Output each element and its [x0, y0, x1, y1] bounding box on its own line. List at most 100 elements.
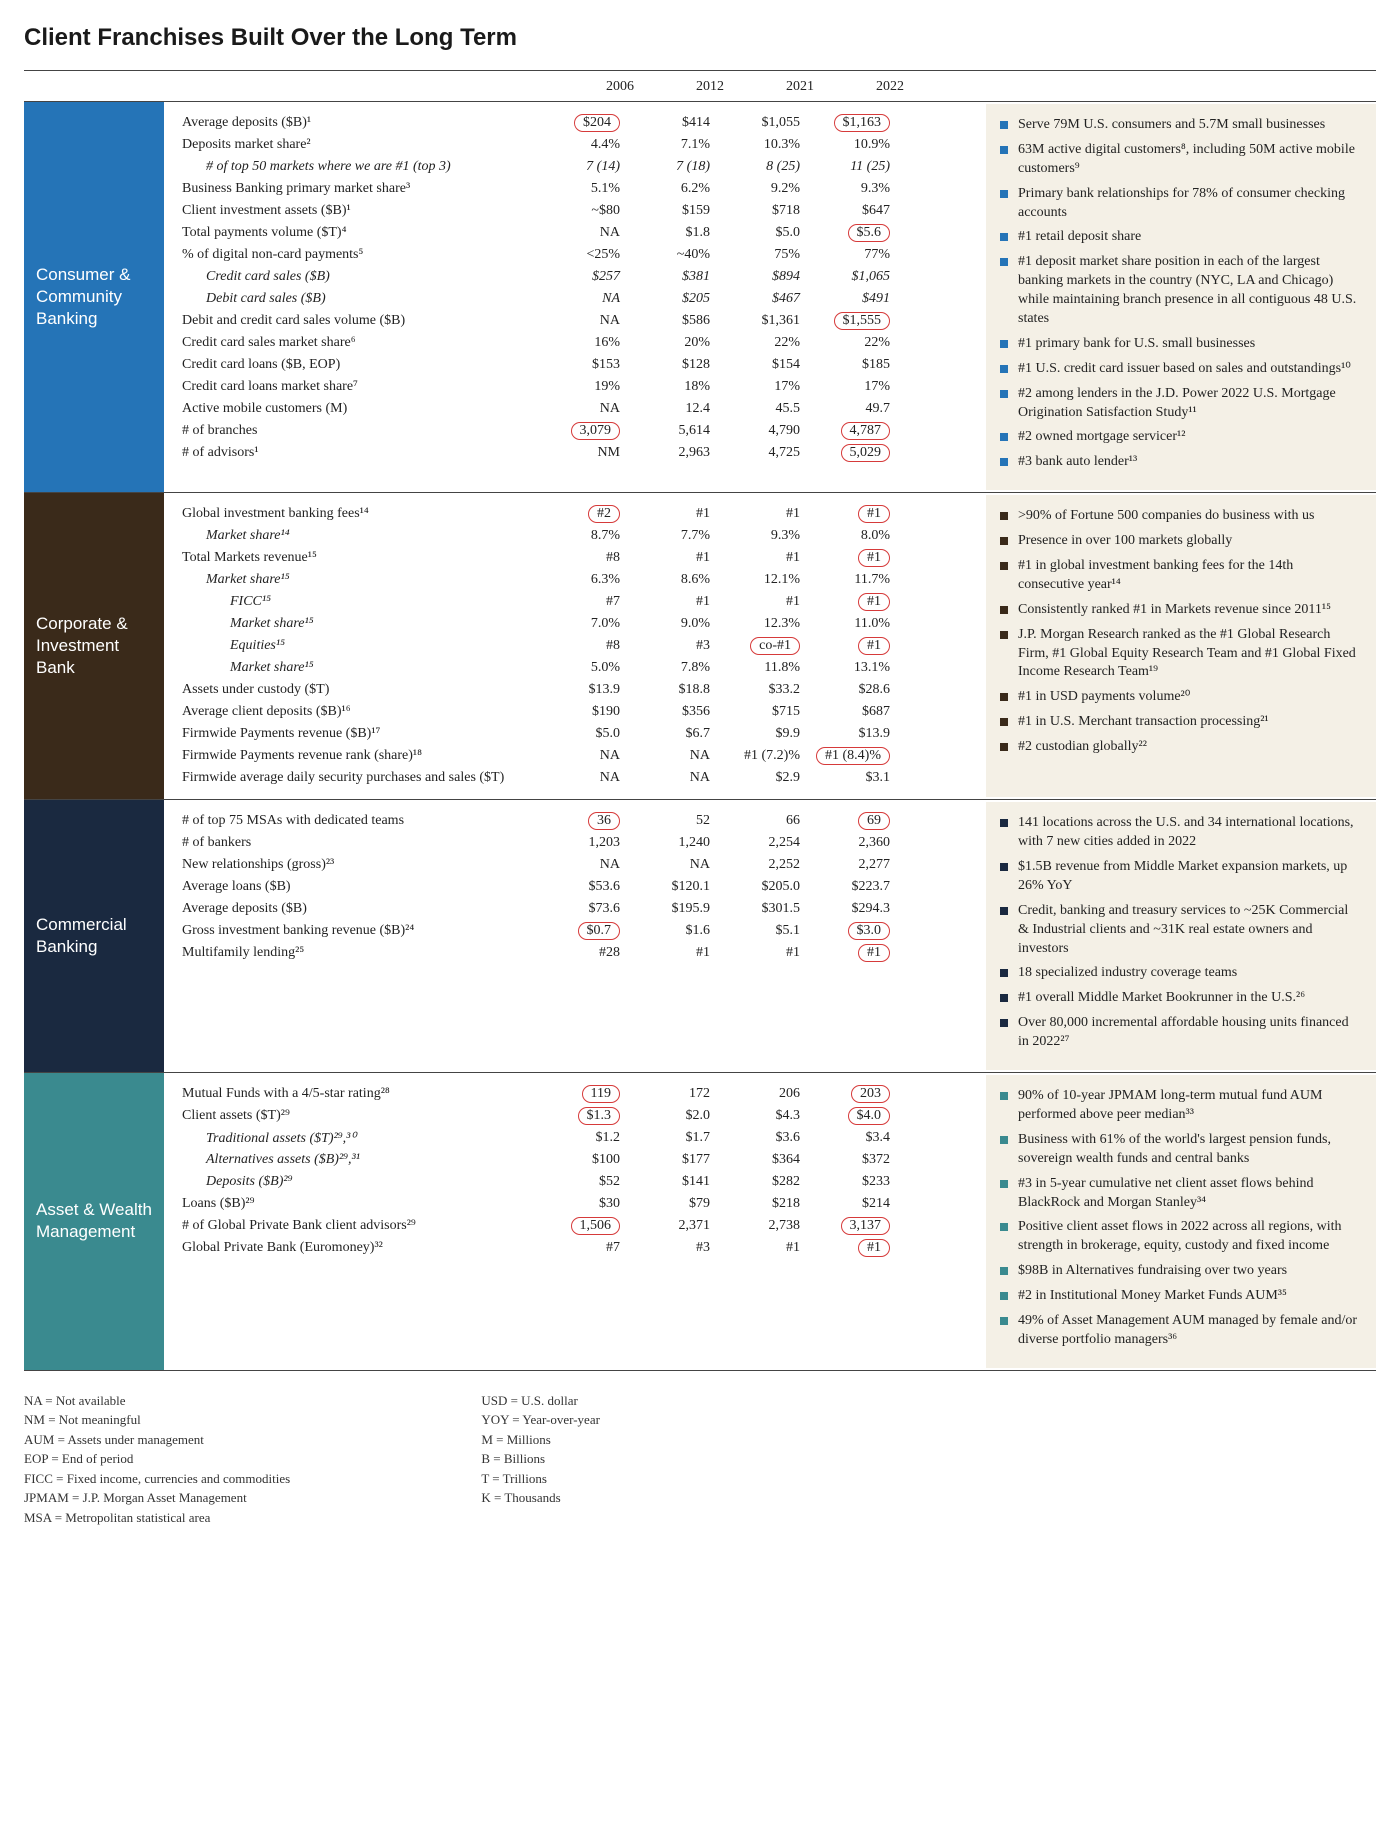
highlight-item: #1 retail deposit share	[1000, 228, 1362, 247]
metric-value: NA	[544, 747, 624, 765]
circled-value: $1,163	[834, 114, 891, 132]
metric-value: 6.3%	[544, 571, 624, 589]
metric-label: Firmwide Payments revenue rank (share)¹⁸	[182, 748, 534, 764]
metric-value: #1	[814, 548, 894, 568]
metric-value: 2,963	[634, 444, 714, 462]
metric-row: Gross investment banking revenue ($B)²⁴$…	[182, 920, 976, 942]
highlights-box: Serve 79M U.S. consumers and 5.7M small …	[986, 104, 1376, 490]
metric-row: Deposits ($B)²⁹$52$141$282$233	[182, 1171, 976, 1193]
metric-value: 13.1%	[814, 659, 894, 677]
metric-value: $364	[724, 1151, 804, 1169]
highlight-item: Primary bank relationships for 78% of co…	[1000, 185, 1362, 223]
section-label: Corporate & Investment Bank	[24, 493, 164, 799]
metric-value: 11.7%	[814, 571, 894, 589]
metric-label: Total Markets revenue¹⁵	[182, 550, 534, 566]
highlight-item: 141 locations across the U.S. and 34 int…	[1000, 814, 1362, 852]
metric-value: $0.7	[544, 921, 624, 941]
circled-value: $1,555	[834, 312, 891, 330]
metric-value: $214	[814, 1195, 894, 1213]
metric-value: $233	[814, 1173, 894, 1191]
metric-value: 2,254	[724, 834, 804, 852]
metric-label: Credit card loans market share⁷	[182, 379, 534, 395]
section-label: Commercial Banking	[24, 800, 164, 1072]
metric-value: 77%	[814, 246, 894, 264]
highlight-item: Positive client asset flows in 2022 acro…	[1000, 1218, 1362, 1256]
metric-value: ~$80	[544, 202, 624, 220]
metric-value: 16%	[544, 334, 624, 352]
metric-row: Firmwide average daily security purchase…	[182, 767, 976, 789]
circled-value: 1,506	[571, 1217, 621, 1235]
metrics-table: Mutual Funds with a 4/5-star rating²⁸119…	[164, 1073, 976, 1370]
metric-label: Firmwide Payments revenue ($B)¹⁷	[182, 726, 534, 742]
metric-label: Active mobile customers (M)	[182, 401, 534, 417]
metric-value: 19%	[544, 378, 624, 396]
metric-label: Average loans ($B)	[182, 879, 534, 895]
section-3: Asset & Wealth ManagementMutual Funds wi…	[24, 1073, 1376, 1371]
metric-value: $5.1	[724, 922, 804, 940]
metric-label: # of top 75 MSAs with dedicated teams	[182, 813, 534, 829]
metric-value: 4,787	[814, 421, 894, 441]
highlight-item: Serve 79M U.S. consumers and 5.7M small …	[1000, 116, 1362, 135]
metric-label: Average client deposits ($B)¹⁶	[182, 704, 534, 720]
metric-value: #1	[634, 505, 714, 523]
metric-value: $205.0	[724, 878, 804, 896]
metric-value: 172	[634, 1085, 714, 1103]
metric-value: $18.8	[634, 681, 714, 699]
circled-value: #1	[858, 637, 890, 655]
metric-row: Client assets ($T)²⁹$1.3$2.0$4.3$4.0	[182, 1105, 976, 1127]
highlight-item: Over 80,000 incremental affordable housi…	[1000, 1014, 1362, 1052]
highlight-item: #1 in global investment banking fees for…	[1000, 557, 1362, 595]
metric-label: Equities¹⁵	[182, 638, 534, 654]
metric-value: 5.0%	[544, 659, 624, 677]
metric-value: $294.3	[814, 900, 894, 918]
circled-value: #1	[858, 549, 890, 567]
metric-row: Traditional assets ($T)²⁹,³⁰$1.2$1.7$3.6…	[182, 1127, 976, 1149]
metric-value: 36	[544, 811, 624, 831]
metric-value: 9.0%	[634, 615, 714, 633]
metric-value: 20%	[634, 334, 714, 352]
metric-row: Debit card sales ($B)NA$205$467$491	[182, 288, 976, 310]
metric-value: $1,163	[814, 113, 894, 133]
metric-value: $414	[634, 114, 714, 132]
metric-value: $1.8	[634, 224, 714, 242]
metric-value: NA	[544, 290, 624, 308]
metric-value: 22%	[724, 334, 804, 352]
metric-value: $4.3	[724, 1107, 804, 1125]
metric-value: 10.3%	[724, 136, 804, 154]
metric-value: 5,029	[814, 443, 894, 463]
circled-value: 36	[588, 812, 620, 830]
metric-row: # of top 75 MSAs with dedicated teams365…	[182, 810, 976, 832]
metric-value: #1	[814, 504, 894, 524]
page-title: Client Franchises Built Over the Long Te…	[24, 24, 1376, 52]
metric-value: 18%	[634, 378, 714, 396]
highlight-item: #1 deposit market share position in each…	[1000, 253, 1362, 329]
metric-value: 7.1%	[634, 136, 714, 154]
metric-value: 12.3%	[724, 615, 804, 633]
metric-row: Total payments volume ($T)⁴NA$1.8$5.0$5.…	[182, 222, 976, 244]
metric-row: Market share¹⁵7.0%9.0%12.3%11.0%	[182, 613, 976, 635]
year-col-1: 2012	[644, 79, 724, 95]
metric-value: $356	[634, 703, 714, 721]
metric-value: $718	[724, 202, 804, 220]
metric-value: 2,252	[724, 856, 804, 874]
metric-value: $204	[544, 113, 624, 133]
highlights-box: 90% of 10-year JPMAM long-term mutual fu…	[986, 1075, 1376, 1368]
metric-value: $2.9	[724, 769, 804, 787]
circled-value: #1	[858, 1239, 890, 1257]
metric-value: NA	[634, 769, 714, 787]
metric-value: $491	[814, 290, 894, 308]
metric-value: 9.2%	[724, 180, 804, 198]
metric-value: NA	[544, 856, 624, 874]
metric-value: 7.8%	[634, 659, 714, 677]
metric-value: 75%	[724, 246, 804, 264]
metric-value: $1,065	[814, 268, 894, 286]
circled-value: $204	[574, 114, 620, 132]
metric-value: $4.0	[814, 1106, 894, 1126]
circled-value: 3,079	[571, 422, 621, 440]
metric-value: $223.7	[814, 878, 894, 896]
metric-value: 45.5	[724, 400, 804, 418]
metric-label: % of digital non-card payments⁵	[182, 247, 534, 263]
metric-value: $647	[814, 202, 894, 220]
metric-label: Traditional assets ($T)²⁹,³⁰	[182, 1130, 534, 1147]
metric-label: Assets under custody ($T)	[182, 682, 534, 698]
